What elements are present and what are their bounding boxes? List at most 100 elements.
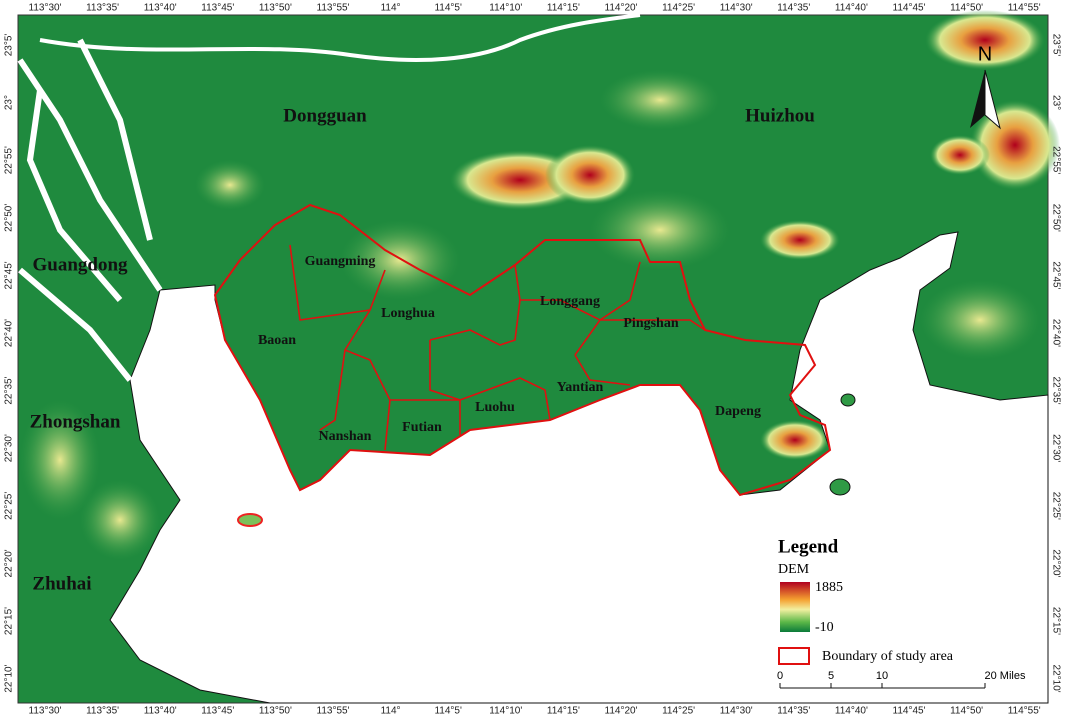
longitude-label: 113°45' bbox=[201, 3, 234, 14]
longitude-label: 113°55' bbox=[317, 3, 350, 14]
latitude-label: 22°55' bbox=[1050, 146, 1061, 174]
district-name: Guangming bbox=[305, 254, 376, 269]
longitude-label: 114°40' bbox=[835, 706, 868, 717]
legend-min: -10 bbox=[815, 620, 834, 635]
longitude-label: 113°55' bbox=[317, 706, 350, 717]
district-boundaries bbox=[289, 244, 706, 451]
district-name: Longhua bbox=[381, 306, 435, 321]
longitude-label: 114° bbox=[381, 3, 401, 14]
district-name: Longgang bbox=[540, 294, 600, 309]
longitude-label: 114°45' bbox=[893, 3, 926, 14]
latitude-label: 22°10' bbox=[1050, 665, 1061, 693]
scale-label: 10 bbox=[876, 670, 888, 682]
latitude-label: 22°20' bbox=[1050, 549, 1061, 577]
latitude-label: 22°50' bbox=[4, 204, 15, 232]
longitude-label: 114°55' bbox=[1008, 706, 1041, 717]
scale-label: 5 bbox=[828, 670, 834, 682]
north-arrow: N bbox=[970, 43, 1001, 130]
scale-label: 0 bbox=[777, 670, 783, 682]
longitude-label: 114°10' bbox=[489, 706, 522, 717]
island bbox=[829, 478, 851, 496]
longitude-label: 114°35' bbox=[777, 706, 810, 717]
longitude-label: 113°40' bbox=[144, 3, 177, 14]
longitude-label: 114°35' bbox=[777, 3, 810, 14]
region-name: Huizhou bbox=[745, 105, 815, 126]
longitude-label: 114°20' bbox=[605, 706, 638, 717]
legend-max: 1885 bbox=[815, 580, 843, 595]
latitude-label: 22°45' bbox=[4, 261, 15, 289]
latitude-label: 23°5' bbox=[4, 34, 15, 57]
longitude-label: 113°50' bbox=[259, 3, 292, 14]
longitude-label: 114°55' bbox=[1008, 3, 1041, 14]
longitude-label: 114°10' bbox=[489, 3, 522, 14]
longitude-label: 113°30' bbox=[29, 706, 62, 717]
longitude-label: 114°30' bbox=[720, 706, 753, 717]
longitude-label: 114°25' bbox=[662, 3, 695, 14]
legend-title: Legend bbox=[778, 536, 839, 557]
longitude-label: 114°20' bbox=[605, 3, 638, 14]
longitude-label: 113°40' bbox=[144, 706, 177, 717]
district-name: Baoan bbox=[258, 333, 296, 348]
district-name: Dapeng bbox=[715, 404, 761, 419]
latitude-label: 22°35' bbox=[1050, 377, 1061, 405]
latitude-label: 22°30' bbox=[4, 434, 15, 462]
latitude-label: 23°5' bbox=[1050, 34, 1061, 57]
longitude-labels: 113°30' 113°30' 113°35' 113°35' 113°40' 113°4… bbox=[29, 3, 1041, 717]
latitude-label: 22°30' bbox=[1050, 434, 1061, 462]
district-name: Yantian bbox=[557, 380, 604, 395]
legend-boundary: Boundary of study area bbox=[822, 649, 954, 664]
latitude-label: 22°10' bbox=[4, 664, 15, 692]
latitude-label: 22°15' bbox=[1050, 607, 1061, 635]
longitude-label: 114°50' bbox=[950, 3, 983, 14]
study-boundary bbox=[213, 203, 832, 497]
longitude-label: 113°35' bbox=[86, 706, 119, 717]
north-label: N bbox=[978, 43, 992, 65]
longitude-label: 114°25' bbox=[662, 706, 695, 717]
region-name: Zhuhai bbox=[32, 573, 91, 594]
longitude-label: 113°35' bbox=[86, 3, 119, 14]
longitude-label: 114°40' bbox=[835, 3, 868, 14]
longitude-label: 114°45' bbox=[893, 706, 926, 717]
latitude-label: 22°25' bbox=[4, 492, 15, 520]
scale-bar bbox=[779, 683, 986, 689]
river bbox=[39, 13, 641, 62]
longitude-label: 113°50' bbox=[259, 706, 292, 717]
region-name: Zhongshan bbox=[30, 411, 121, 432]
latitude-label: 22°20' bbox=[4, 549, 15, 577]
district-name: Luohu bbox=[475, 400, 515, 415]
place-names: Dongguan Huizhou Guangdong Zhongshan Zhuhai G… bbox=[30, 105, 816, 594]
estuary bbox=[17, 38, 163, 382]
highlands bbox=[20, 10, 1060, 560]
latitude-label: 22°40' bbox=[1050, 319, 1061, 347]
boundary-swatch bbox=[778, 647, 810, 665]
latitude-label: 22°35' bbox=[4, 376, 15, 404]
longitude-label: 114°50' bbox=[950, 706, 983, 717]
island bbox=[840, 393, 856, 407]
latitude-label: 22°15' bbox=[4, 607, 15, 635]
longitude-label: 114°30' bbox=[720, 3, 753, 14]
longitude-label: 114° bbox=[381, 706, 401, 717]
island bbox=[237, 513, 263, 527]
latitude-label: 22°25' bbox=[1050, 492, 1061, 520]
longitude-label: 114°5' bbox=[434, 3, 462, 14]
longitude-label: 113°30' bbox=[29, 3, 62, 14]
scale-label: 20 Miles bbox=[985, 670, 1026, 682]
latitude-labels: 23°5' 23°5' 23° 23° 22°55' 22°55' 22°50' 22°50'… bbox=[4, 34, 1062, 693]
legend-layer: DEM bbox=[778, 562, 810, 577]
latitude-label: 22°50' bbox=[1050, 204, 1061, 232]
latitude-label: 23° bbox=[4, 95, 15, 110]
district-name: Pingshan bbox=[623, 316, 678, 331]
longitude-label: 114°5' bbox=[434, 706, 462, 717]
dem-ramp bbox=[780, 582, 810, 632]
region-name: Dongguan bbox=[283, 105, 367, 126]
district-name: Nanshan bbox=[319, 429, 372, 444]
longitude-label: 114°15' bbox=[547, 706, 580, 717]
region-name: Guangdong bbox=[32, 254, 128, 275]
latitude-label: 22°40' bbox=[4, 319, 15, 347]
longitude-label: 113°45' bbox=[201, 706, 234, 717]
latitude-label: 22°45' bbox=[1050, 261, 1061, 289]
latitude-label: 22°55' bbox=[4, 146, 15, 174]
latitude-label: 23° bbox=[1050, 95, 1061, 110]
district-name: Futian bbox=[402, 420, 442, 435]
